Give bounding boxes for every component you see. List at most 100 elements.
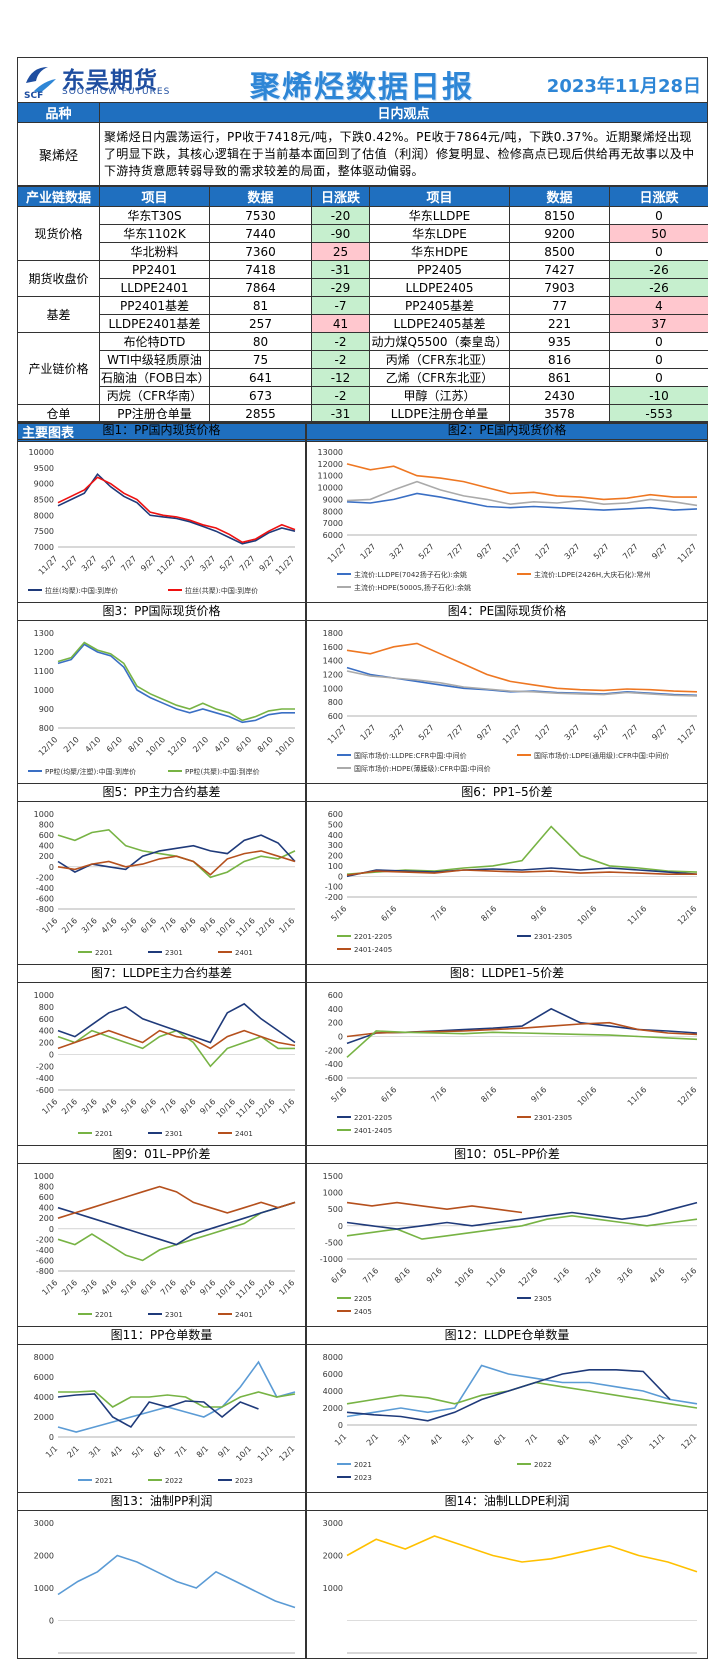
item-value: 81 [209, 296, 312, 315]
table-row: 现货价格 华东T30S 7530 -20 华东LLDPE 8150 0 [17, 206, 708, 261]
x-tick-label: 2/16 [584, 1266, 603, 1285]
x-tick-label: 6/10 [105, 735, 124, 754]
table-header-0: 产业链数据 [17, 186, 100, 207]
item-name: LLDPE2405基差 [369, 314, 510, 333]
x-tick-label: 5/27 [417, 542, 436, 561]
item-name: PP注册仓单量 [99, 404, 210, 423]
chart-plot: 1500 1000 500 0 -500 -1000 6/16 7/16 8/16 9/16 10/… [320, 1172, 699, 1316]
view-text: 聚烯烃日内震荡运行，PP收于7418元/吨，下跌0.42%。PE收于7864元/… [99, 122, 708, 186]
x-tick-label: 11/16 [626, 904, 649, 927]
chart-plot: 3000 2000 1000 [323, 1519, 698, 1654]
x-tick-label: 2/1 [65, 1444, 80, 1459]
item-value: 7864 [209, 278, 312, 297]
item-change: 50 [609, 224, 708, 243]
x-tick-label: 11/1 [256, 1444, 275, 1463]
view-table: 品种 日内观点 聚烯烃 聚烯烃日内震荡运行，PP收于7418元/吨，下跌0.42… [17, 102, 708, 186]
x-tick-label: 12/10 [37, 735, 60, 758]
x-tick-label: 11/16 [485, 1266, 508, 1289]
y-tick-label: -600 [36, 1256, 54, 1265]
item-change: -2 [311, 350, 370, 369]
item-change: 41 [311, 314, 370, 333]
chart-plot: 8000 6000 4000 2000 0 1/1 2/1 3/1 4/1 5/1 6/1 7/1 8/… [323, 1353, 699, 1482]
series-line-0 [57, 1201, 296, 1262]
x-tick-label: 9/27 [475, 723, 494, 742]
y-tick-label: 8000 [323, 507, 343, 516]
item-name: 华东T30S [99, 206, 210, 225]
x-tick-label: 11/16 [234, 1097, 257, 1120]
legend-label: 主流价:LLDPE(7042扬子石化):余姚 [354, 570, 467, 579]
x-tick-label: 8/16 [179, 1278, 198, 1297]
y-tick-label: 400 [39, 1204, 54, 1213]
x-tick-label: 3/16 [80, 1278, 99, 1297]
y-tick-label: 0 [49, 863, 54, 872]
legend-label: 国际市场价:LDPE(通用级):CFR中国:中间价 [534, 751, 669, 760]
logo-en-text: SOOCHOW FUTURES [62, 87, 171, 97]
table-row: LLDPE2401 7864 -29 LLDPE2405 7903 -26 [18, 278, 708, 297]
y-tick-label: -200 [36, 1062, 54, 1071]
item-name: LLDPE注册仓单量 [369, 404, 510, 423]
legend-label: 国际市场价:LLDPE:CFR中国:中间价 [354, 751, 467, 760]
y-tick-label: 1000 [34, 1172, 54, 1181]
x-tick-label: 11/27 [37, 554, 60, 577]
item-value: 8500 [509, 242, 610, 261]
series-line-0 [346, 492, 698, 511]
y-tick-label: 9000 [34, 480, 54, 489]
series-line-2 [346, 480, 698, 507]
legend-label: 2301 [165, 949, 183, 957]
y-tick-label: 2000 [34, 1552, 54, 1561]
item-change: -7 [311, 296, 370, 315]
y-tick-label: 9500 [34, 464, 54, 473]
item-name: LLDPE2405 [369, 278, 510, 297]
legend-label: 2022 [165, 1477, 183, 1485]
y-tick-label: 2000 [323, 1552, 343, 1561]
table-group-label: 产业链价格 [17, 332, 100, 405]
x-tick-label: 1/27 [60, 554, 79, 573]
y-tick-label: 11000 [318, 472, 343, 481]
item-change: -29 [311, 278, 370, 297]
chart-title: 图6：PP1–5价差 [307, 784, 707, 802]
chart-c12: 图12：LLDPE仓单数量 8000 6000 4000 2000 0 1/1 2/1 3/1 4… [306, 1326, 708, 1493]
chart-title: 图9：01L–PP价差 [18, 1146, 305, 1164]
svg-text:SCF: SCF [24, 91, 43, 99]
y-tick-label: -600 [325, 1074, 343, 1083]
x-tick-label: 3/27 [388, 542, 407, 561]
item-name: PP2405基差 [369, 296, 510, 315]
x-tick-label: 3/1 [397, 1432, 412, 1447]
industry-data-table: 产业链数据 项目 数据 日涨跌 项目 数据 日涨跌 现货价格 华东T30S 7530 -20 华东LL… [17, 186, 708, 423]
series-line-0 [57, 472, 296, 545]
legend-label: 2022 [534, 1461, 552, 1469]
view-col-product: 品种 [17, 102, 100, 123]
y-tick-label: -800 [36, 905, 54, 914]
x-tick-label: 12/1 [679, 1432, 698, 1451]
series-line-0 [346, 825, 698, 875]
series-line-2 [346, 1030, 698, 1058]
x-tick-label: 3/16 [80, 916, 99, 935]
series-line-0 [57, 1554, 296, 1609]
x-tick-label: 2/10 [62, 735, 81, 754]
x-tick-label: 3/1 [87, 1444, 102, 1459]
item-value: 9200 [509, 224, 610, 243]
x-tick-label: 1/27 [359, 723, 378, 742]
item-name: 丙烷（CFR华南） [99, 386, 210, 405]
y-tick-label: 7000 [323, 519, 343, 528]
table-row: 华东1102K 7440 -90 华东LDPE 9200 50 [18, 224, 708, 243]
x-tick-label: 7/1 [173, 1444, 188, 1459]
y-tick-label: 0 [49, 1050, 54, 1059]
x-tick-label: 9/27 [650, 723, 669, 742]
item-value: 935 [509, 332, 610, 351]
x-tick-label: 6/10 [234, 735, 253, 754]
x-tick-label: 8/10 [256, 735, 275, 754]
x-tick-label: 9/27 [650, 542, 669, 561]
series-line-1 [346, 463, 697, 501]
x-tick-label: 1/27 [534, 542, 553, 561]
legend-label: 2401-2405 [354, 946, 392, 954]
x-tick-label: 12/16 [676, 1085, 699, 1108]
x-tick-label: 11/27 [274, 554, 297, 577]
y-tick-label: 1000 [34, 991, 54, 1000]
x-tick-label: 9/16 [529, 1085, 548, 1104]
x-tick-label: 12/16 [254, 916, 277, 939]
x-tick-label: 1/16 [552, 1266, 571, 1285]
x-tick-label: 9/1 [216, 1444, 231, 1459]
